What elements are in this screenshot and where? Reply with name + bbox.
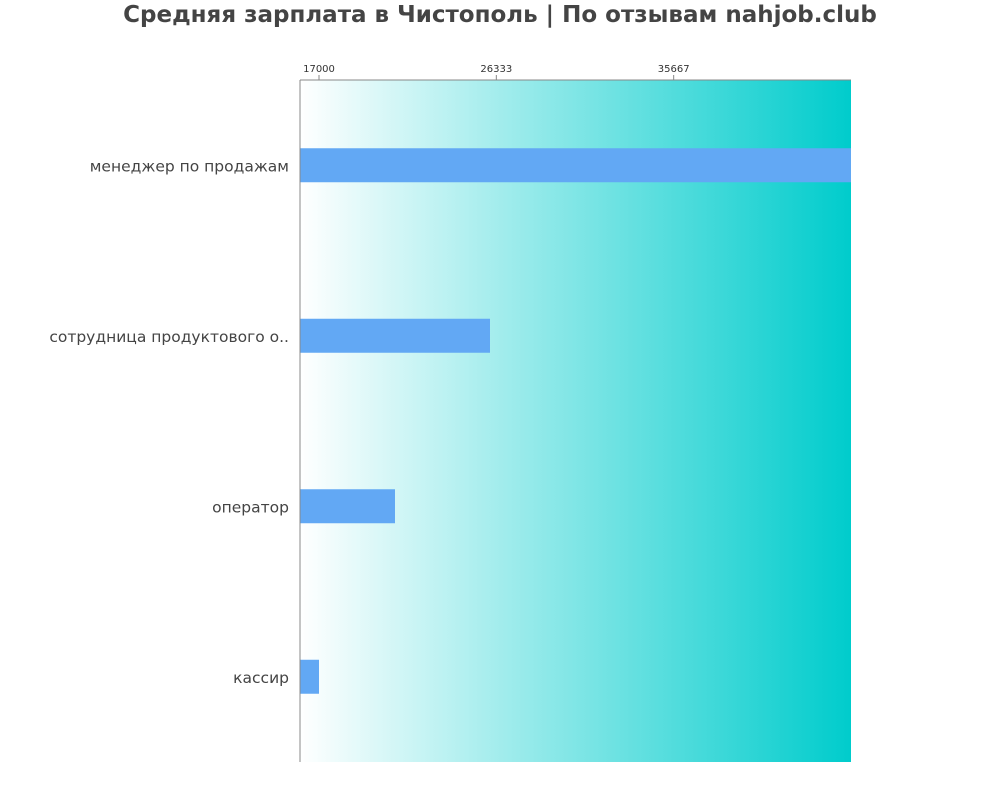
- bar: [300, 318, 490, 353]
- x-tick-label: 35667: [658, 64, 690, 75]
- category-label: сотрудница продуктового о..: [49, 328, 289, 346]
- category-label: оператор: [212, 498, 289, 516]
- category-label: кассир: [233, 669, 289, 687]
- bar: [300, 148, 851, 183]
- bar: [300, 659, 319, 694]
- x-tick-label: 26333: [480, 64, 512, 75]
- x-tick-label: 17000: [303, 64, 335, 75]
- plot-background: [300, 80, 851, 762]
- chart-title: Средняя зарплата в Чистополь | По отзыва…: [123, 2, 877, 28]
- bar: [300, 489, 395, 524]
- category-label: менеджер по продажам: [90, 157, 289, 175]
